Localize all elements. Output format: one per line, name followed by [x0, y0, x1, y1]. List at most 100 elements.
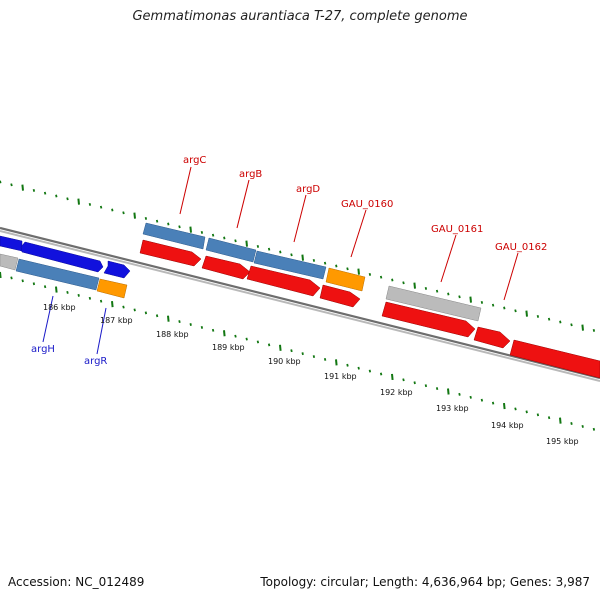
backbone — [0, 226, 600, 382]
label-argH[interactable]: argH — [31, 344, 55, 355]
major-tick — [503, 402, 506, 410]
minor-tick — [267, 343, 271, 347]
minor-tick — [178, 320, 181, 324]
minor-tick — [323, 357, 327, 361]
minor-tick — [21, 279, 24, 283]
cds-red-6[interactable] — [473, 326, 511, 349]
label-GAU_0161[interactable]: GAU_0161 — [431, 224, 483, 235]
track-upper — [0, 222, 482, 322]
minor-tick — [458, 392, 461, 396]
minor-tick — [424, 286, 428, 290]
minor-tick — [77, 293, 80, 297]
minor-tick — [256, 340, 260, 344]
minor-tick — [167, 222, 170, 226]
accession-text: Accession: NC_012489 — [8, 575, 145, 589]
label-leaders — [42, 166, 519, 355]
cds-red-5[interactable] — [381, 301, 476, 338]
cds-blue-1[interactable] — [0, 235, 23, 252]
major-tick — [223, 330, 226, 337]
cds-red-7[interactable] — [509, 339, 600, 379]
cds-argR[interactable] — [96, 278, 128, 299]
cds-red-4[interactable] — [319, 284, 361, 308]
minor-tick — [379, 372, 383, 376]
minor-tick — [55, 194, 58, 198]
cds-blue-3[interactable] — [103, 260, 131, 279]
cds-argD[interactable] — [253, 250, 327, 280]
minor-tick — [200, 325, 204, 329]
minor-tick — [491, 303, 495, 307]
major-tick — [525, 310, 528, 317]
minor-tick — [312, 355, 316, 358]
cds-argB[interactable] — [205, 237, 257, 263]
major-tick — [189, 226, 192, 233]
label-GAU_0162[interactable]: GAU_0162 — [495, 242, 547, 253]
major-tick — [469, 296, 472, 303]
kbp-label: 187 kbp — [100, 316, 133, 325]
kbp-label: 186 kbp — [43, 303, 76, 312]
minor-tick — [581, 424, 584, 428]
minor-tick — [480, 300, 484, 304]
minor-tick — [592, 328, 596, 332]
minor-tick — [66, 291, 69, 294]
cds-grey-left[interactable] — [0, 253, 19, 271]
minor-tick — [413, 381, 416, 385]
major-tick — [391, 373, 394, 381]
cds-argC[interactable] — [142, 222, 206, 250]
minor-tick — [424, 384, 428, 388]
minor-tick — [133, 308, 136, 312]
minor-tick — [368, 369, 372, 373]
cds-red-3[interactable] — [246, 265, 321, 297]
label-argD[interactable]: argD — [296, 184, 320, 195]
minor-tick — [379, 275, 383, 279]
kbp-labels: 186 kbp 187 kbp 188 kbp 189 kbp 190 kbp … — [43, 303, 579, 446]
minor-tick — [267, 247, 271, 251]
label-GAU_0160[interactable]: GAU_0160 — [341, 199, 393, 210]
minor-tick — [480, 398, 484, 402]
cds-red-2[interactable] — [201, 255, 251, 280]
minor-tick — [88, 202, 92, 206]
cds-GAU_0161[interactable] — [385, 285, 482, 322]
kbp-label: 189 kbp — [212, 343, 245, 352]
minor-tick — [547, 416, 551, 420]
minor-tick — [189, 323, 192, 326]
minor-tick — [155, 314, 159, 318]
minor-tick — [122, 211, 125, 215]
minor-tick — [559, 320, 562, 324]
minor-tick — [570, 323, 573, 327]
minor-tick — [458, 295, 461, 299]
cds-blue-2[interactable] — [20, 241, 104, 273]
minor-tick — [547, 317, 551, 321]
kbp-label: 192 kbp — [380, 388, 413, 397]
minor-tick — [279, 250, 282, 254]
minor-tick — [536, 314, 540, 318]
minor-tick — [346, 267, 349, 271]
cds-red-1[interactable] — [139, 239, 202, 267]
minor-tick — [514, 407, 517, 411]
major-tick — [167, 315, 170, 322]
minor-tick — [491, 401, 495, 405]
minor-tick — [43, 191, 47, 195]
label-argB[interactable]: argB — [239, 169, 262, 180]
label-argC[interactable]: argC — [183, 155, 206, 166]
cds-GAU_0160[interactable] — [325, 267, 366, 292]
minor-tick — [223, 236, 226, 240]
minor-tick — [144, 216, 148, 220]
label-argR[interactable]: argR — [84, 356, 107, 367]
minor-tick — [178, 225, 181, 229]
major-tick — [133, 212, 136, 219]
minor-tick — [99, 299, 103, 303]
major-tick — [77, 198, 80, 205]
minor-tick — [290, 349, 293, 353]
major-tick — [279, 344, 282, 351]
minor-tick — [402, 378, 405, 382]
minor-tick — [391, 278, 394, 282]
minor-tick — [570, 422, 573, 425]
cds-argH[interactable] — [15, 258, 100, 291]
major-tick — [357, 268, 360, 275]
minor-tick — [368, 272, 372, 276]
kbp-label: 195 kbp — [546, 437, 579, 446]
minor-tick — [43, 285, 47, 289]
major-tick — [55, 286, 58, 293]
minor-tick — [99, 205, 103, 209]
